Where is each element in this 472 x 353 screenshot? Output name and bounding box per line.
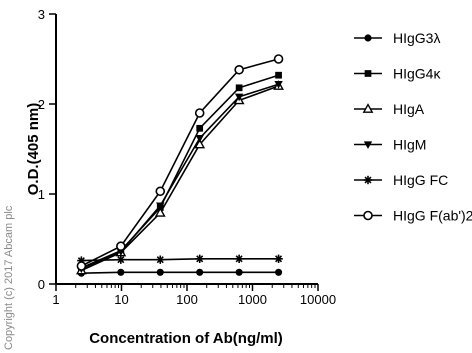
marker-filled-square bbox=[364, 70, 372, 77]
series-line bbox=[81, 271, 279, 274]
series-line bbox=[81, 58, 279, 267]
y-tick-label: 2 bbox=[38, 97, 45, 112]
marker-filled-triangle-down bbox=[363, 141, 373, 149]
marker-asterisk bbox=[235, 255, 243, 263]
legend-label: HIgA bbox=[393, 101, 425, 117]
legend-item: HIgM bbox=[354, 137, 426, 153]
legend-label: HIgG4κ bbox=[393, 66, 441, 82]
marker-asterisk bbox=[275, 255, 283, 263]
marker-filled-circle bbox=[196, 268, 204, 276]
marker-open-circle bbox=[155, 186, 166, 197]
legend-item: HIgG3λ bbox=[354, 30, 440, 46]
y-tick-label: 3 bbox=[38, 7, 45, 22]
marker-filled-square bbox=[235, 84, 243, 92]
legend-item: HIgG4κ bbox=[354, 66, 441, 82]
marker-open-circle bbox=[76, 261, 87, 271]
marker-filled-circle bbox=[274, 268, 283, 276]
marker-asterisk bbox=[196, 255, 204, 263]
y-tick-label: 0 bbox=[38, 277, 45, 292]
marker-asterisk bbox=[156, 256, 164, 264]
y-tick-label: 1 bbox=[38, 187, 45, 202]
marker-open-triangle-up bbox=[154, 207, 166, 217]
watermark: Copyright (c) 2017 Abcam plc bbox=[3, 205, 15, 350]
legend: HIgG3λ HIgG4κ HIgA HIgM HIgG FC HIgG F(ab')2 bbox=[354, 30, 472, 224]
marker-filled-triangle-down bbox=[234, 93, 244, 102]
y-axis-title: O.D.(405 nm) bbox=[25, 103, 42, 196]
series-line bbox=[81, 257, 279, 262]
marker-open-triangle-up bbox=[194, 138, 206, 149]
marker-open-circle bbox=[234, 65, 244, 75]
marker-filled-circle bbox=[117, 268, 125, 276]
legend-label: HIgM bbox=[393, 137, 426, 153]
x-tick-label: 1 bbox=[52, 292, 59, 307]
marker-filled-circle bbox=[156, 268, 164, 276]
marker-filled-square bbox=[275, 71, 282, 79]
legend-label: HIgG3λ bbox=[393, 30, 440, 46]
series-line bbox=[81, 74, 279, 269]
x-tick-label: 10 bbox=[114, 292, 128, 307]
x-axis-title: Concentration of Ab(ng/ml) bbox=[89, 330, 283, 347]
marker-filled-circle bbox=[235, 268, 243, 276]
marker-asterisk bbox=[364, 176, 372, 184]
legend-item: HIgG F(ab')2 bbox=[354, 208, 472, 224]
x-tick-label: 100 bbox=[176, 292, 198, 307]
marker-filled-circle bbox=[364, 34, 372, 42]
marker-filled-square bbox=[196, 124, 204, 132]
series-3 bbox=[77, 81, 283, 274]
series-line bbox=[81, 83, 279, 270]
marker-open-circle bbox=[363, 210, 373, 221]
marker-open-triangle-up bbox=[362, 103, 374, 113]
series-5 bbox=[76, 54, 284, 271]
marker-open-circle bbox=[116, 241, 126, 251]
legend-label: HIgG F(ab')2 bbox=[393, 208, 472, 224]
marker-open-circle bbox=[273, 54, 284, 64]
legend-item: HIgG FC bbox=[354, 172, 448, 188]
series-line bbox=[81, 85, 279, 272]
legend-item: HIgA bbox=[354, 101, 425, 117]
series-0 bbox=[77, 268, 283, 277]
legend-label: HIgG FC bbox=[393, 172, 448, 188]
x-tick-label: 10000 bbox=[300, 292, 336, 307]
marker-filled-triangle-down bbox=[274, 81, 283, 89]
x-tick-label: 1000 bbox=[238, 292, 267, 307]
series-2 bbox=[75, 80, 284, 275]
marker-filled-triangle-down bbox=[156, 202, 165, 211]
marker-filled-triangle-down bbox=[195, 135, 204, 143]
marker-open-circle bbox=[194, 108, 205, 118]
marker-asterisk bbox=[117, 256, 125, 264]
